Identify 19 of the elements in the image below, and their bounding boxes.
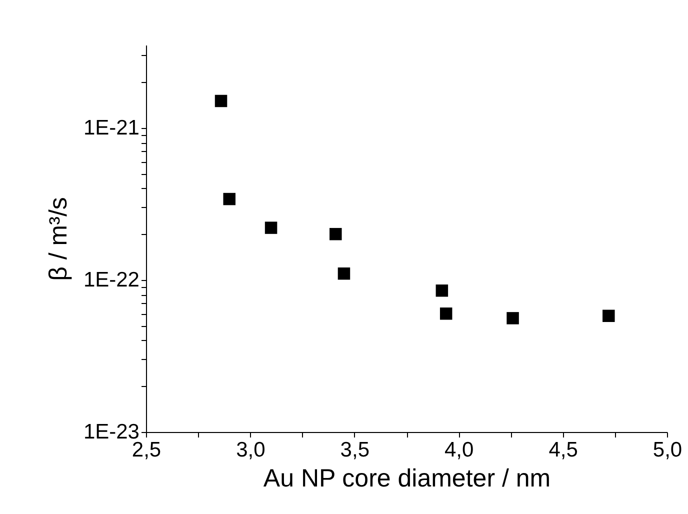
x-tick-label: 4,0 [444,438,474,462]
x-tick-label: 2,5 [132,438,162,462]
point [223,192,236,206]
point [330,228,342,240]
point [506,312,519,324]
y-axis-title: β / m³/s [44,197,72,281]
y-tick-label: 1E-22 [83,268,140,292]
x-tick-label: 3,5 [340,438,370,462]
point [214,94,228,108]
x-tick-label: 3,0 [236,438,266,462]
point [338,267,350,280]
point [602,310,615,322]
x-tick-label: 4,5 [548,438,578,462]
point [436,284,448,297]
x-axis-title: Au NP core diameter / nm [263,464,551,492]
point [264,222,278,234]
y-tick-label: 1E-21 [83,116,140,140]
x-tick-label: 5,0 [652,438,682,462]
point [440,308,452,320]
